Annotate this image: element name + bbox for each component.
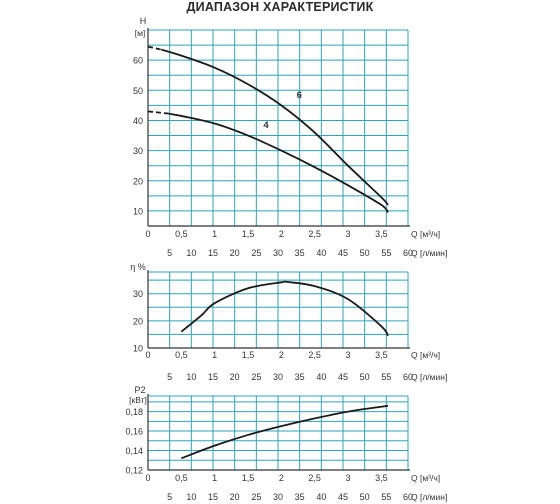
y-axis-label: H	[140, 16, 147, 26]
x2-tick-label: 25	[251, 372, 261, 382]
x-axis-label: Q [м³/ч]	[411, 473, 440, 483]
y-tick-label: 0,16	[125, 427, 143, 437]
x-tick-label: 0	[145, 350, 150, 360]
page-title: ДИАПАЗОН ХАРАКТЕРИСТИК	[186, 0, 374, 14]
x-tick-label: 3	[345, 473, 350, 483]
x-tick-label: 0,5	[175, 229, 188, 239]
x-tick-label: 3,5	[375, 350, 388, 360]
x-tick-label: 1	[212, 229, 217, 239]
x2-tick-label: 30	[273, 492, 283, 502]
x-tick-label: 1,5	[242, 229, 255, 239]
y-tick-label: 10	[133, 344, 143, 354]
x2-tick-label: 10	[186, 492, 196, 502]
x2-tick-label: 60	[403, 372, 413, 382]
x2-tick-label: 15	[208, 248, 218, 258]
x2-tick-label: 10	[186, 372, 196, 382]
x-axis-label: Q [м³/ч]	[411, 229, 440, 239]
y-tick-label: 20	[133, 316, 143, 326]
x-tick-label: 2	[279, 350, 284, 360]
x2-tick-label: 55	[381, 492, 391, 502]
curve-line	[167, 112, 389, 214]
y-tick-label: 0,12	[125, 466, 143, 476]
x2-tick-label: 45	[338, 492, 348, 502]
x-tick-label: 0,5	[175, 350, 188, 360]
series-label: 4	[263, 120, 269, 131]
x2-tick-label: 30	[273, 248, 283, 258]
x2-tick-label: 50	[360, 248, 370, 258]
x2-tick-label: 45	[338, 372, 348, 382]
x2-tick-label: 60	[403, 492, 413, 502]
x2-tick-label: 25	[251, 492, 261, 502]
y-axis-label: η %	[130, 262, 146, 272]
y-tick-label: 0,14	[125, 446, 143, 456]
x2-tick-label: 15	[208, 492, 218, 502]
x-tick-label: 3,5	[375, 229, 388, 239]
x2-tick-label: 50	[360, 372, 370, 382]
x2-tick-label: 35	[295, 372, 305, 382]
y-axis-unit: [м]	[135, 28, 146, 38]
x-tick-label: 1	[212, 350, 217, 360]
x-tick-label: 3	[345, 350, 350, 360]
x2-tick-label: 20	[230, 492, 240, 502]
curve-dashed-segment	[147, 110, 169, 115]
curve-line	[180, 280, 389, 337]
x2-tick-label: 25	[251, 248, 261, 258]
y-tick-label: 10	[133, 206, 143, 216]
x2-tick-label: 35	[295, 248, 305, 258]
y-tick-label: 40	[133, 116, 143, 126]
x-tick-label: 2	[279, 229, 284, 239]
x2-tick-label: 30	[273, 372, 283, 382]
x-tick-label: 1	[212, 473, 217, 483]
x-tick-label: 0	[145, 473, 150, 483]
x2-tick-label: 40	[316, 492, 326, 502]
x-tick-label: 2,5	[308, 473, 321, 483]
x-tick-label: 0,5	[175, 473, 188, 483]
y-axis-unit: [кВт]	[129, 395, 147, 405]
x2-tick-label: 15	[208, 372, 218, 382]
x-axis-label: Q [м³/ч]	[411, 350, 440, 360]
x2-tick-label: 60	[403, 248, 413, 258]
y-tick-label: 0,18	[125, 407, 143, 417]
y-tick-label: 30	[133, 146, 143, 156]
x2-tick-label: 40	[316, 248, 326, 258]
x-tick-label: 1,5	[242, 473, 255, 483]
x2-axis-label: Q [л/мин]	[411, 492, 447, 502]
x2-tick-label: 40	[316, 372, 326, 382]
curve-dashed-segment	[147, 45, 162, 51]
series-label: 6	[297, 90, 302, 101]
x2-tick-label: 5	[167, 372, 172, 382]
y-tick-label: 30	[133, 289, 143, 299]
y-tick-label: 50	[133, 86, 143, 96]
x-tick-label: 1,5	[242, 350, 255, 360]
x2-axis-label: Q [л/мин]	[411, 372, 447, 382]
x2-tick-label: 55	[381, 372, 391, 382]
x2-tick-label: 35	[295, 492, 305, 502]
x-tick-label: 2	[279, 473, 284, 483]
x2-tick-label: 5	[167, 492, 172, 502]
x-tick-label: 2,5	[308, 229, 321, 239]
x2-tick-label: 55	[381, 248, 391, 258]
x2-tick-label: 20	[230, 372, 240, 382]
x2-tick-label: 5	[167, 248, 172, 258]
curve-line	[181, 404, 389, 460]
x2-axis-label: Q [л/мин]	[411, 248, 447, 258]
y-tick-label: 20	[133, 176, 143, 186]
x-tick-label: 2,5	[308, 350, 321, 360]
y-tick-label: 60	[133, 56, 143, 66]
x-tick-label: 3,5	[375, 473, 388, 483]
x2-tick-label: 45	[338, 248, 348, 258]
y-axis-label: P2	[134, 385, 145, 395]
curve-line	[161, 48, 389, 206]
x-tick-label: 3	[345, 229, 350, 239]
x2-tick-label: 50	[360, 492, 370, 502]
x2-tick-label: 20	[230, 248, 240, 258]
x-tick-label: 0	[145, 229, 150, 239]
x2-tick-label: 10	[186, 248, 196, 258]
